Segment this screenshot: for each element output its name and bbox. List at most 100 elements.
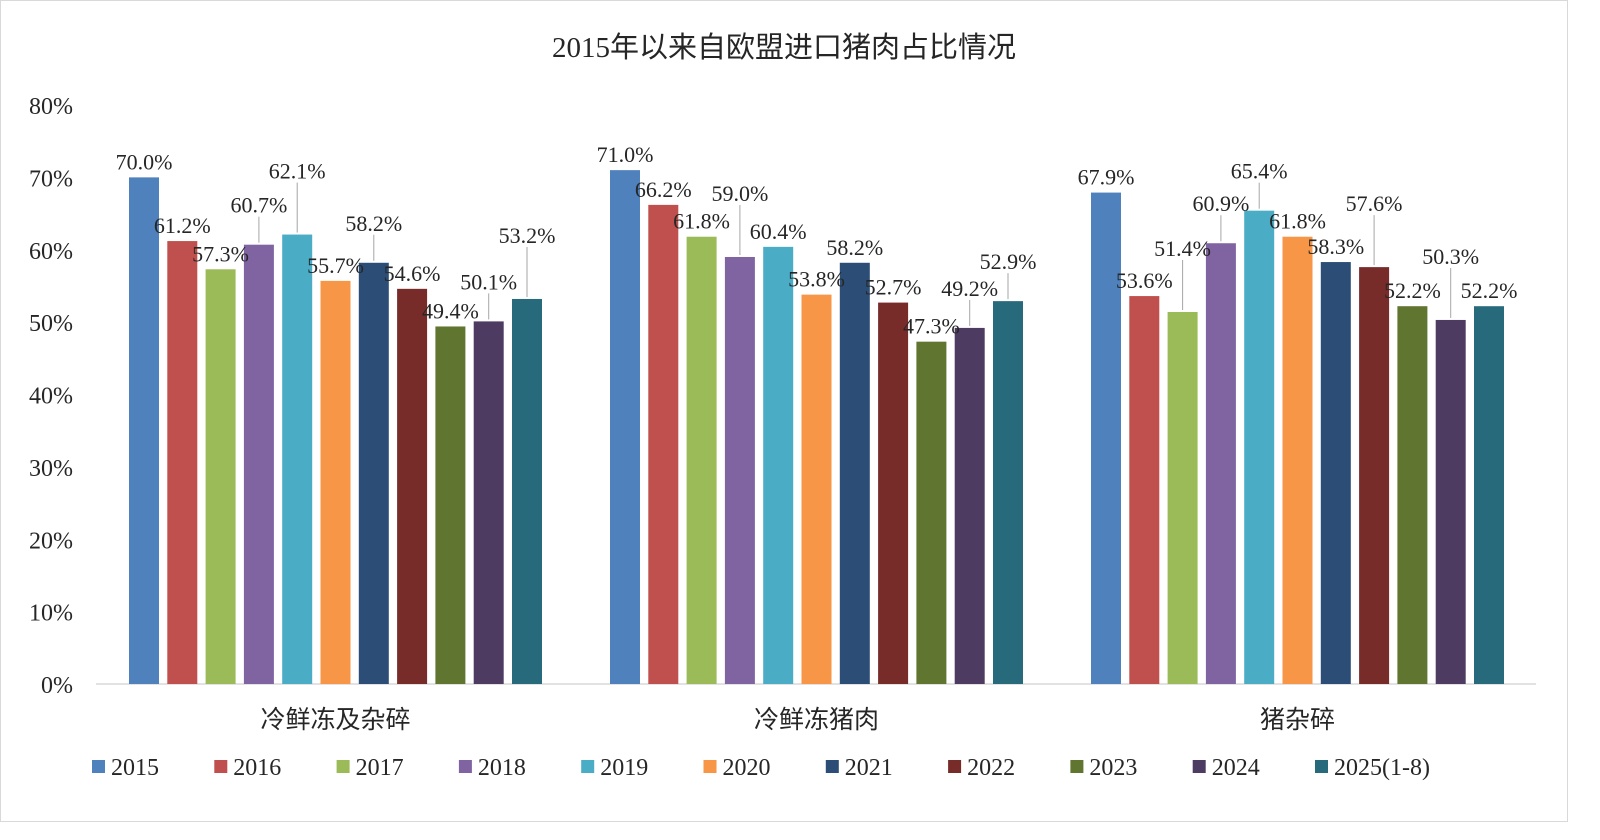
bar-2019-1	[763, 246, 794, 685]
y-tick-label: 0%	[41, 673, 73, 699]
data-label: 50.1%	[460, 269, 517, 294]
bar-2017-1	[686, 236, 717, 684]
data-label: 53.2%	[499, 223, 556, 248]
data-label: 49.2%	[941, 276, 998, 301]
legend-swatch	[581, 760, 595, 773]
data-label: 53.6%	[1116, 268, 1173, 293]
bar-2016-1	[648, 204, 679, 684]
y-tick-label: 80%	[29, 94, 73, 120]
bar-2023-2	[1397, 306, 1428, 684]
bar-2019-0	[282, 234, 313, 684]
legend-swatch	[92, 760, 105, 773]
data-label: 52.2%	[1384, 278, 1441, 303]
data-label: 47.3%	[903, 314, 960, 339]
data-label: 58.2%	[826, 235, 883, 260]
legend-swatch	[336, 760, 350, 773]
data-label: 61.8%	[673, 209, 730, 234]
legend-label: 2015	[111, 755, 159, 781]
bar-2015-1	[610, 170, 640, 684]
bar-2020-0	[320, 280, 351, 684]
bar-2016-2	[1129, 296, 1160, 684]
data-label: 55.7%	[307, 253, 364, 278]
bar-2015-0	[129, 177, 159, 684]
y-tick-label: 40%	[29, 384, 73, 410]
legend-swatch	[1192, 760, 1206, 773]
bar-2022-1	[878, 302, 909, 684]
bar-2015-2	[1091, 192, 1121, 685]
legend-swatch	[1315, 760, 1328, 773]
chart-title: 2015年以来自欧盟进口猪肉占比情况	[552, 31, 1016, 64]
legend-label: 2019	[600, 755, 648, 781]
x-tick-label: 猪杂碎	[1260, 706, 1335, 734]
bar-2024-0	[473, 321, 504, 684]
bar-2018-2	[1205, 243, 1236, 684]
legend-swatch	[703, 760, 717, 773]
y-axis: 0% 10% 20% 30% 40% 50% 60% 70% 80%	[29, 94, 73, 699]
data-label: 61.2%	[154, 213, 211, 238]
bar-2017-0	[205, 269, 236, 684]
bar-2019-2	[1244, 210, 1275, 685]
legend-swatch	[1070, 760, 1084, 773]
data-label: 60.9%	[1192, 191, 1249, 216]
legend-swatch	[825, 760, 839, 773]
bar-2025(1-8)-1	[993, 301, 1023, 684]
y-tick-label: 20%	[29, 528, 73, 554]
data-label: 70.0%	[116, 149, 173, 174]
legend-label: 2025(1-8)	[1334, 755, 1430, 781]
x-axis: 冷鲜冻及杂碎 冷鲜冻猪肉 猪杂碎	[260, 706, 1335, 734]
data-labels: 70.0% 61.2% 57.3% 60.7% 62.1% 55.7% 58.2% 54.6%…	[116, 142, 1518, 339]
bar-2021-2	[1320, 262, 1351, 684]
legend-label: 2016	[233, 755, 281, 781]
legend-label: 2021	[845, 755, 893, 781]
legend-swatch	[214, 760, 228, 773]
x-tick-label: 冷鲜冻及杂碎	[260, 706, 410, 734]
chart-frame: 2015年以来自欧盟进口猪肉占比情况 0% 10% 20% 30% 40% 50% 60% 7…	[0, 0, 1568, 822]
data-label: 54.6%	[384, 261, 441, 286]
bar-2020-1	[801, 294, 832, 684]
y-tick-label: 10%	[29, 601, 73, 627]
bar-2025(1-8)-2	[1474, 306, 1504, 684]
legend-swatch	[458, 760, 472, 773]
data-label: 59.0%	[711, 181, 768, 206]
bar-2017-2	[1167, 311, 1198, 684]
data-label: 53.8%	[788, 267, 845, 292]
bar-2016-0	[167, 241, 198, 684]
legend-label: 2022	[967, 755, 1015, 781]
data-label: 71.0%	[597, 142, 654, 167]
y-tick-label: 60%	[29, 239, 73, 265]
data-label: 58.2%	[345, 211, 402, 236]
data-label: 61.8%	[1269, 209, 1326, 234]
data-label: 52.7%	[865, 275, 922, 300]
legend-swatch	[948, 760, 962, 773]
data-label: 57.6%	[1346, 191, 1403, 216]
legend-label: 2018	[478, 755, 526, 781]
data-label: 49.4%	[422, 298, 479, 323]
legend-label: 2017	[356, 755, 404, 781]
data-label: 52.2%	[1461, 278, 1518, 303]
legend: 2015 2016 2017 2018 2019 2020 2021 2022 2023 2024…	[92, 755, 1430, 781]
data-label: 67.9%	[1078, 165, 1135, 190]
data-label: 50.3%	[1422, 244, 1479, 269]
bar-2024-1	[954, 327, 985, 684]
data-label: 58.3%	[1307, 234, 1364, 259]
bars	[129, 170, 1504, 685]
bar-2018-1	[724, 256, 755, 684]
bar-2024-2	[1435, 319, 1466, 684]
bar-2021-0	[358, 262, 389, 684]
bar-chart: 2015年以来自欧盟进口猪肉占比情况 0% 10% 20% 30% 40% 50% 60% 7…	[29, 31, 1536, 781]
x-tick-label: 冷鲜冻猪肉	[754, 706, 879, 734]
bar-2023-0	[435, 326, 466, 684]
y-tick-label: 70%	[29, 166, 73, 192]
legend-label: 2024	[1212, 755, 1260, 781]
data-label: 57.3%	[192, 241, 249, 266]
bar-2018-0	[243, 244, 274, 684]
bar-2022-0	[397, 288, 428, 684]
y-tick-label: 30%	[29, 456, 73, 482]
data-label: 65.4%	[1231, 159, 1288, 184]
bar-2023-1	[916, 341, 947, 684]
data-label: 60.7%	[230, 193, 287, 218]
bar-2020-2	[1282, 236, 1313, 684]
bar-2025(1-8)-0	[512, 298, 542, 684]
data-label: 66.2%	[635, 177, 692, 202]
legend-label: 2020	[723, 755, 771, 781]
